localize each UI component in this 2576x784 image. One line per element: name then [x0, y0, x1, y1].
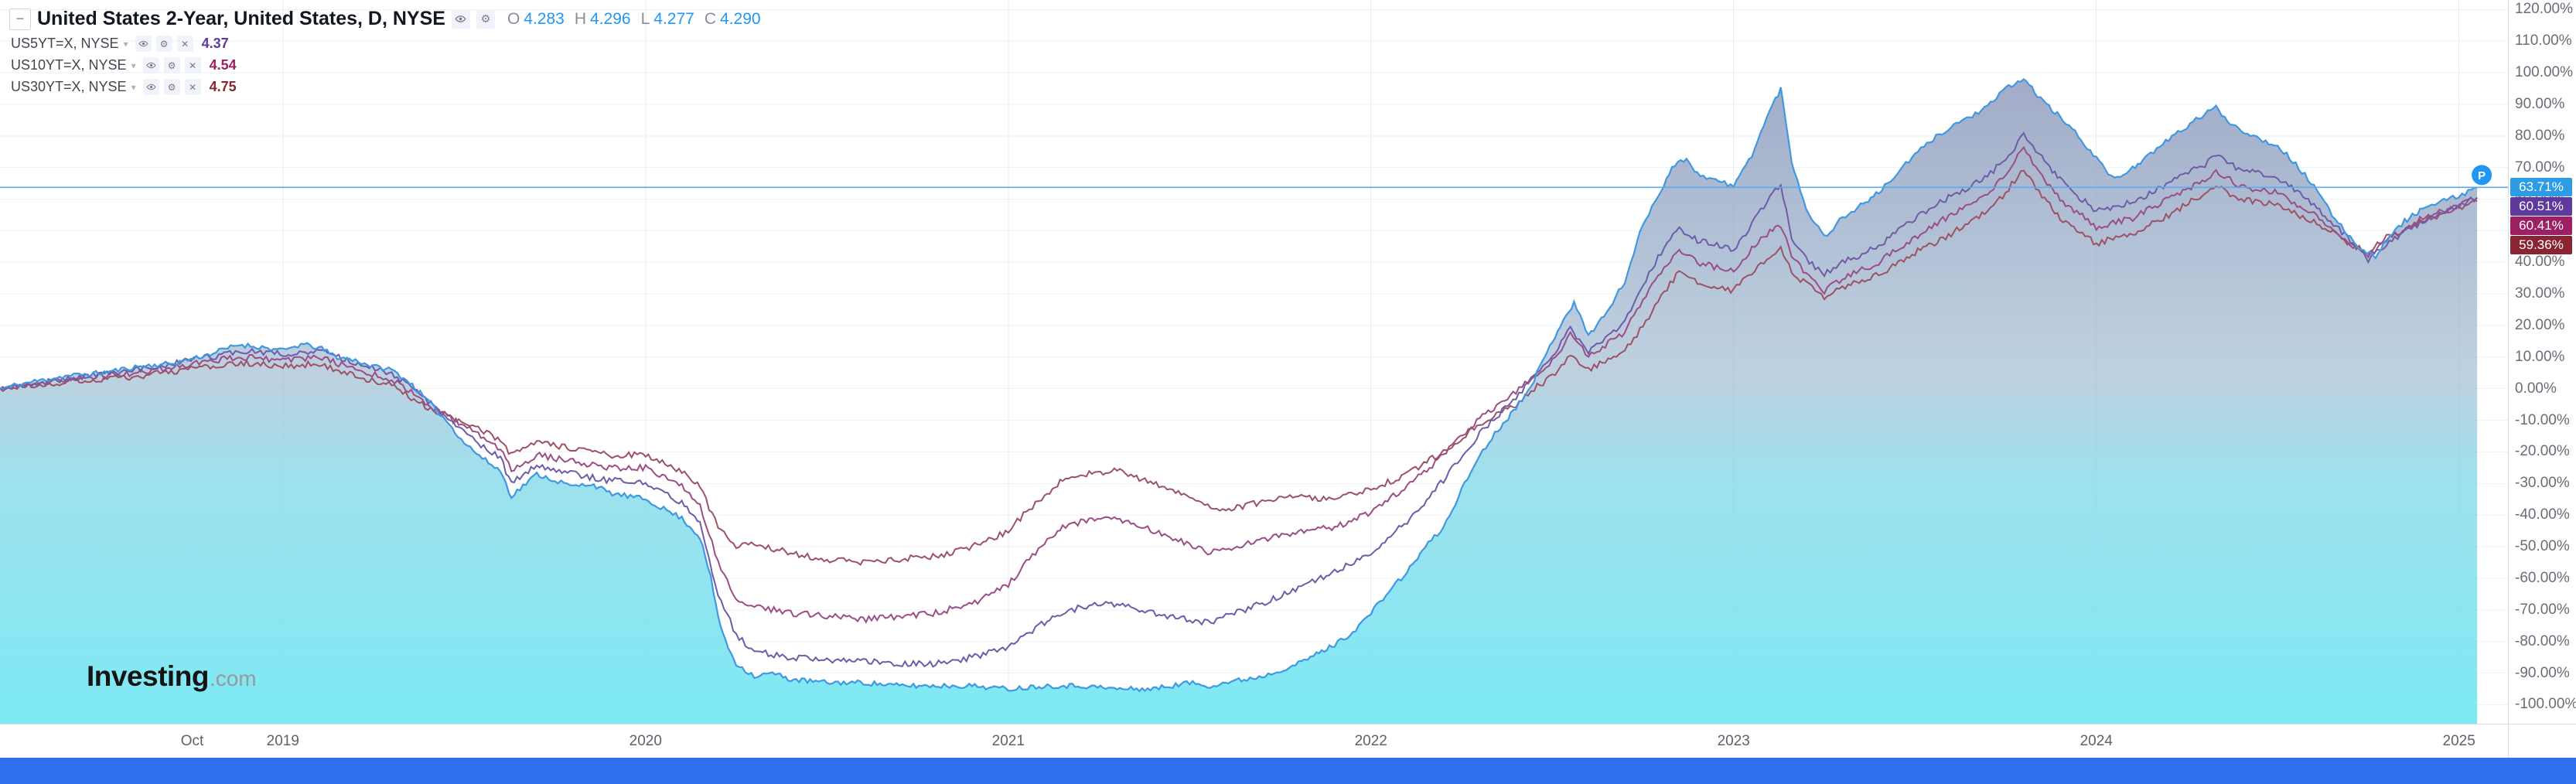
price-axis-label: 10.00%	[2515, 348, 2565, 365]
price-axis-label: 40.00%	[2515, 254, 2565, 271]
close-icon[interactable]: ✕	[184, 79, 201, 95]
close-label: C	[704, 9, 717, 28]
time-axis-label: 2023	[1717, 733, 1750, 749]
us2y-area	[0, 79, 2478, 724]
price-axis-label: 80.00%	[2515, 127, 2565, 144]
price-axis-label: 30.00%	[2515, 285, 2565, 302]
bottom-scrollbar[interactable]	[0, 758, 2576, 784]
compare-series-row-us30y[interactable]: US30YT=X, NYSE ▾ ⚙ ✕ 4.75	[11, 79, 771, 95]
time-axis-label: 2021	[991, 733, 1025, 749]
chevron-down-icon[interactable]: ▾	[131, 60, 136, 71]
price-axis-label: -90.00%	[2515, 664, 2570, 681]
compare-value: 4.54	[209, 57, 237, 73]
price-axis-label: 20.00%	[2515, 316, 2565, 333]
compare-series-row-us5y[interactable]: US5YT=X, NYSE ▾ ⚙ ✕ 4.37	[11, 36, 771, 52]
time-axis-label: 2019	[266, 733, 299, 749]
time-axis-label: 2022	[1354, 733, 1387, 749]
time-axis-label: 2025	[2442, 733, 2475, 749]
time-axis-label: 2020	[629, 733, 662, 749]
price-axis-label: -10.00%	[2515, 411, 2570, 428]
price-axis-label: -60.00%	[2515, 569, 2570, 586]
price-badge: 60.51%	[2510, 197, 2572, 216]
price-axis-label: 90.00%	[2515, 95, 2565, 112]
compare-value: 4.37	[201, 36, 229, 51]
settings-icon[interactable]: ⚙	[163, 57, 180, 73]
open-label: O	[507, 9, 520, 28]
investing-logo-brand: Investing	[87, 660, 209, 692]
price-axis-label: -80.00%	[2515, 632, 2570, 649]
chevron-down-icon[interactable]: ▾	[123, 38, 128, 49]
eye-icon-glyph	[146, 62, 156, 69]
price-axis-label: -70.00%	[2515, 601, 2570, 618]
chart-main-row: P − United States 2-Year, United States,…	[0, 0, 2576, 724]
time-axis[interactable]: Oct 2019 2020 2021 2022 2023 2024 2025	[0, 724, 2508, 758]
end-marker-label: P	[2478, 169, 2486, 182]
close-icon[interactable]: ✕	[176, 36, 193, 52]
price-axis-label: -30.00%	[2515, 475, 2570, 492]
price-axis-label: 0.00%	[2515, 380, 2557, 397]
eye-icon[interactable]	[142, 79, 159, 95]
main-series-row: − United States 2-Year, United States, D…	[9, 8, 771, 30]
price-badge: 63.71%	[2510, 178, 2572, 197]
axis-corner	[2508, 724, 2576, 758]
price-axis-label: -20.00%	[2515, 443, 2570, 460]
settings-icon[interactable]: ⚙	[476, 9, 495, 29]
us30yt-line	[0, 169, 2478, 566]
price-chart[interactable]: P	[0, 0, 2508, 724]
compare-symbol[interactable]: US5YT=X, NYSE	[11, 36, 119, 51]
chart-plot-area[interactable]: P − United States 2-Year, United States,…	[0, 0, 2508, 724]
price-axis-label: 70.00%	[2515, 159, 2565, 176]
settings-icon[interactable]: ⚙	[163, 79, 180, 95]
investing-logo: Investing .com	[87, 660, 257, 693]
us2y-line	[0, 77, 2478, 693]
price-axis-label: 110.00%	[2515, 32, 2572, 49]
close-value: 4.290	[720, 9, 761, 28]
price-axis[interactable]: 120.00% 110.00% 100.00% 90.00% 80.00% 70.00% 6…	[2508, 0, 2576, 724]
eye-icon-glyph	[146, 84, 156, 90]
settings-icon[interactable]: ⚙	[155, 36, 172, 52]
eye-icon[interactable]	[135, 36, 152, 52]
price-axis-label: 120.00%	[2515, 1, 2574, 18]
price-axis-label: -50.00%	[2515, 538, 2570, 555]
chart-legend: − United States 2-Year, United States, D…	[9, 8, 771, 95]
main-series-title[interactable]: United States 2-Year, United States, D, …	[37, 8, 445, 29]
end-marker[interactable]	[2472, 165, 2492, 186]
open-value: 4.283	[524, 9, 565, 28]
compare-series-row-us10y[interactable]: US10YT=X, NYSE ▾ ⚙ ✕ 4.54	[11, 57, 771, 73]
time-axis-label: Oct	[180, 733, 204, 749]
chevron-down-icon[interactable]: ▾	[131, 81, 136, 93]
close-icon[interactable]: ✕	[184, 57, 201, 73]
price-axis-label: -40.00%	[2515, 506, 2570, 523]
compare-symbol[interactable]: US10YT=X, NYSE	[11, 57, 127, 73]
ohlc-readout: O 4.283 H 4.296 L 4.277 C 4.290	[507, 10, 771, 29]
eye-icon[interactable]	[142, 57, 159, 73]
price-badge: 59.36%	[2510, 236, 2572, 255]
price-axis-label: 100.00%	[2515, 64, 2574, 80]
us10yt-line	[0, 145, 2478, 624]
price-badge: 60.41%	[2510, 216, 2572, 236]
time-axis-label: 2024	[2080, 733, 2113, 749]
low-value: 4.277	[653, 9, 694, 28]
eye-icon-glyph	[138, 40, 148, 47]
compare-value: 4.75	[209, 79, 237, 94]
high-value: 4.296	[590, 9, 631, 28]
legend-collapse-button[interactable]: −	[9, 8, 31, 30]
compare-symbol[interactable]: US30YT=X, NYSE	[11, 79, 127, 94]
eye-icon[interactable]	[451, 9, 470, 29]
chart-bottom-row: Oct 2019 2020 2021 2022 2023 2024 2025	[0, 724, 2576, 758]
investing-logo-suffix: .com	[209, 666, 257, 690]
price-axis-label: -100.00%	[2515, 696, 2576, 713]
eye-icon-glyph	[455, 15, 466, 22]
low-label: L	[640, 9, 650, 28]
high-label: H	[574, 9, 587, 28]
